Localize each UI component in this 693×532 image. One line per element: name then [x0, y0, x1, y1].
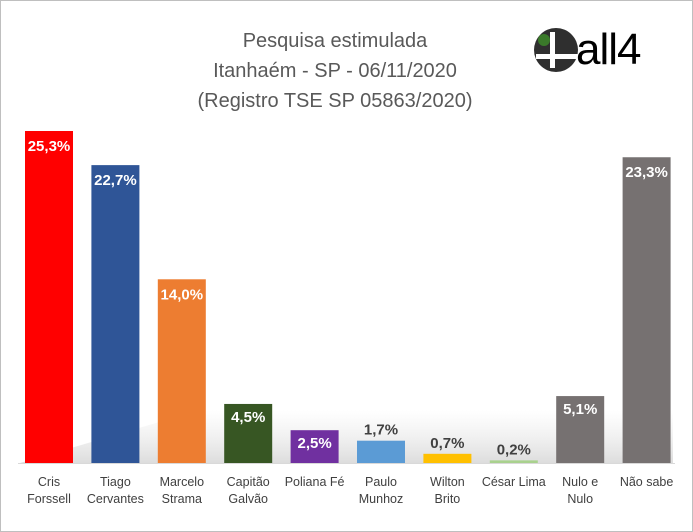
- data-label-3: 4,5%: [231, 409, 265, 426]
- logo-symbol-icon: [534, 28, 582, 72]
- data-label-8: 5,1%: [563, 401, 597, 418]
- title-line-3: (Registro TSE SP 05863/2020): [197, 90, 473, 112]
- category-label-2-1: Strama: [162, 492, 202, 506]
- category-label-3-0: Capitão: [227, 475, 270, 489]
- title-line-2: Itanhaém - SP - 06/11/2020: [213, 60, 457, 82]
- category-label-1-1: Cervantes: [87, 492, 144, 506]
- data-label-5: 1,7%: [364, 422, 398, 439]
- chart-title: Pesquisa estimulada Itanhaém - SP - 06/1…: [150, 26, 520, 116]
- data-label-9: 23,3%: [625, 164, 668, 181]
- logo-text: all4: [576, 25, 641, 74]
- category-label-5-0: Paulo: [365, 475, 397, 489]
- bar-6: [423, 453, 472, 463]
- category-label-5-1: Munhoz: [359, 492, 403, 506]
- data-label-1: 22,7%: [94, 172, 137, 189]
- category-label-8-0: Nulo e: [562, 475, 598, 489]
- category-label-0-0: Cris: [38, 475, 60, 489]
- data-label-6: 0,7%: [430, 435, 464, 452]
- bar-9: [622, 157, 671, 463]
- category-label-1-0: Tiago: [100, 475, 131, 489]
- category-label-0-1: Forssell: [27, 492, 71, 506]
- data-label-7: 0,2%: [497, 441, 531, 458]
- bar-4: [290, 430, 339, 463]
- bar-7: [489, 460, 538, 463]
- category-label-8-1: Nulo: [567, 492, 593, 506]
- bar-1: [91, 165, 140, 463]
- bar-0: [25, 131, 73, 463]
- data-label-0: 25,3%: [28, 138, 71, 155]
- category-label-2-0: Marcelo: [160, 475, 205, 489]
- category-label-4-0: Poliana Fé: [285, 475, 345, 489]
- category-label-7-0: César Lima: [482, 475, 546, 489]
- all4-logo: all4: [530, 22, 670, 78]
- bar-5: [357, 440, 405, 463]
- bar-3: [224, 403, 273, 463]
- bar-2: [157, 279, 206, 463]
- category-label-3-1: Galvão: [228, 492, 268, 506]
- data-label-4: 2,5%: [297, 435, 331, 452]
- bar-8: [556, 396, 605, 463]
- data-label-2: 14,0%: [161, 286, 204, 303]
- category-label-6-1: Brito: [435, 492, 461, 506]
- title-line-1: Pesquisa estimulada: [242, 30, 428, 52]
- category-label-6-0: Wilton: [430, 475, 465, 489]
- category-label-9-0: Não sabe: [620, 475, 674, 489]
